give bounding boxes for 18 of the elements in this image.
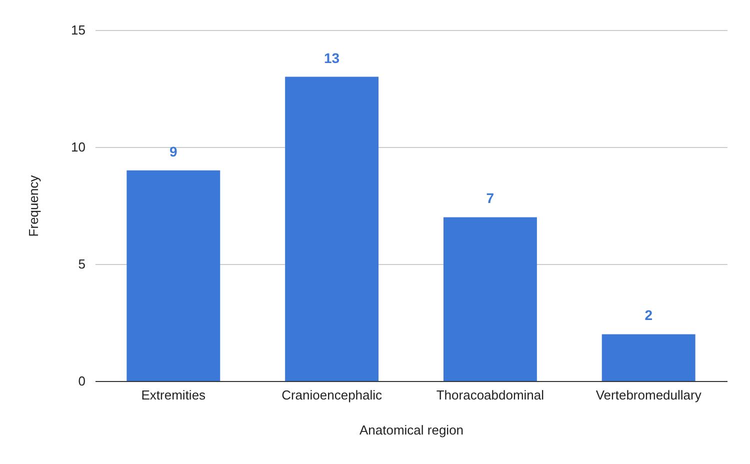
bar [443, 217, 537, 381]
data-label: 7 [486, 190, 494, 206]
x-tick-label: Thoracoabdominal [436, 388, 544, 402]
data-label: 2 [644, 307, 653, 324]
data-label: 9 [170, 143, 178, 160]
y-tick-label: 15 [71, 22, 86, 38]
y-axis-title: Frequency [26, 174, 42, 237]
bar [602, 334, 696, 381]
y-tick-label: 10 [71, 140, 86, 154]
data-label: 13 [324, 50, 340, 66]
bar [126, 170, 220, 381]
x-axis-title: Anatomical region [359, 422, 464, 438]
y-tick-label: 5 [78, 256, 86, 272]
x-tick-label: Cranioencephalic [282, 388, 383, 402]
x-tick-label: Extremities [141, 388, 206, 402]
bar [285, 76, 379, 381]
y-tick-label: 0 [78, 374, 86, 388]
x-tick-label: Vertebromedullary [596, 388, 702, 402]
